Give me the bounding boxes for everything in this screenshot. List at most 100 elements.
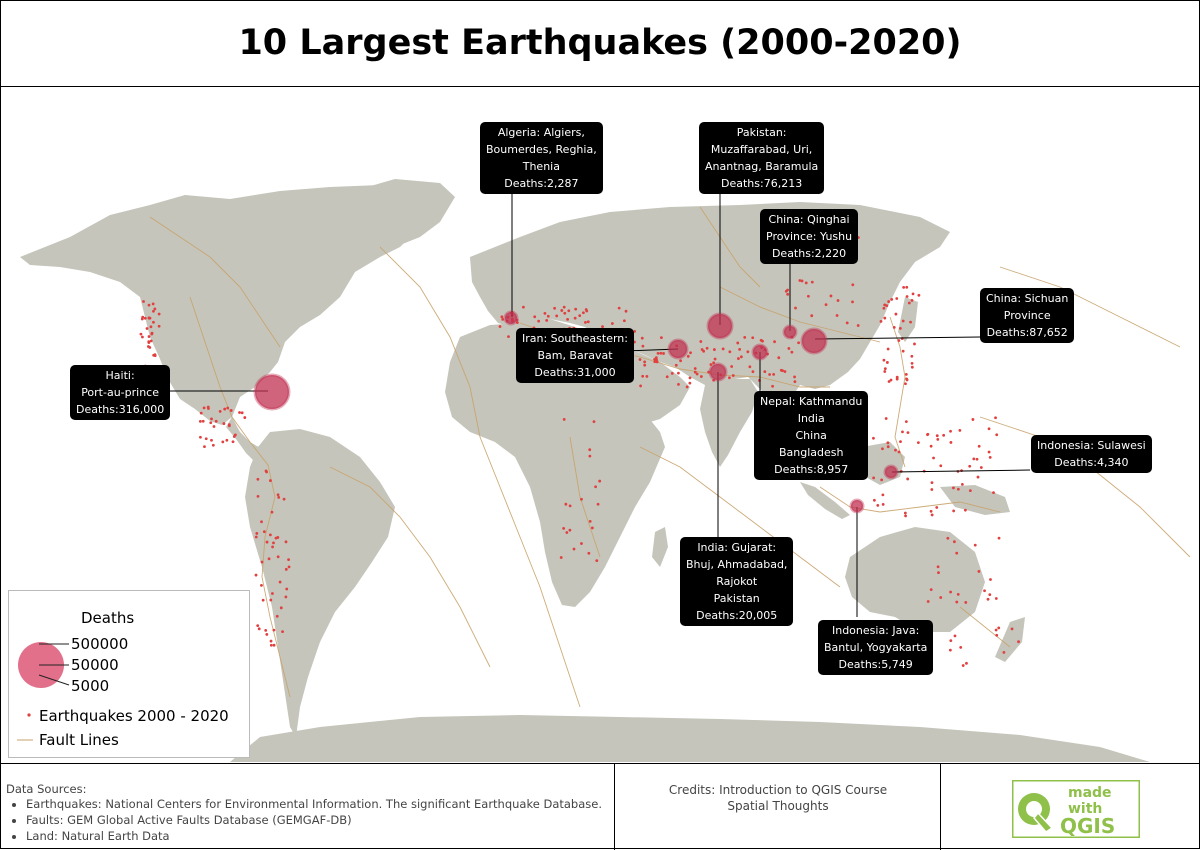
earthquake-dot (930, 488, 934, 491)
earthquake-dot (897, 339, 901, 342)
earthquake-dot (533, 315, 537, 319)
earthquake-dot (564, 502, 568, 506)
earthquake-dot (905, 285, 909, 289)
earthquake-dot (645, 374, 649, 378)
earthquake-dot (804, 281, 808, 285)
callout-china-sichuan: China: Sichuan Province Deaths:87,652 (980, 288, 1075, 343)
earthquake-dot (886, 441, 890, 445)
earthquake-dot (736, 341, 740, 345)
earthquake-dot (937, 571, 940, 575)
earthquake-dot (150, 331, 154, 335)
earthquake-dot (559, 556, 563, 559)
earthquake-dot (545, 319, 549, 322)
land-north-america (20, 185, 440, 425)
earthquake-dot (707, 370, 711, 374)
earthquake-dot (210, 417, 213, 421)
earthquake-dot (905, 378, 909, 382)
earthquake-dot (594, 485, 597, 489)
earthquake-dot (693, 367, 697, 370)
land-greenland (350, 179, 455, 245)
earthquake-dot (157, 312, 161, 316)
land-madagascar (652, 527, 668, 567)
earthquake-dot (936, 565, 940, 569)
earthquake-dot (949, 590, 952, 594)
earthquake-dot (797, 341, 801, 345)
earthquake-dot (199, 435, 202, 439)
earthquake-dot (973, 543, 977, 547)
earthquake-dot (746, 350, 750, 354)
earthquake-dot (563, 311, 567, 315)
earthquake-dot (260, 520, 263, 524)
earthquake-dot (885, 361, 889, 364)
earthquake-dot (783, 370, 787, 373)
earthquake-dot (260, 560, 264, 564)
earthquake-dot (256, 494, 260, 498)
earthquake-dot (522, 305, 525, 309)
earthquake-dot (537, 319, 541, 323)
earthquake-dot (257, 627, 261, 631)
earthquake-dot (272, 628, 276, 632)
earthquake-dot (656, 352, 660, 355)
earthquake-dot (904, 420, 908, 424)
earthquake-dot (882, 306, 886, 310)
earthquake-dot (806, 294, 810, 298)
earthquake-dot (787, 347, 791, 350)
earthquake-dot (688, 381, 692, 385)
earthquake-dot (892, 325, 896, 329)
earthquake-dot (961, 664, 965, 667)
earthquake-dot (641, 344, 645, 348)
earthquake-dot (212, 425, 216, 428)
earthquake-dot (772, 372, 776, 376)
earthquake-dot (907, 301, 911, 305)
earthquake-dot (930, 481, 934, 485)
earthquake-dot (876, 503, 880, 507)
bubble-iran (667, 338, 689, 360)
earthquake-dot (881, 502, 885, 506)
earthquake-dot (952, 486, 955, 490)
source-item: Land: Natural Earth Data (26, 828, 602, 844)
earthquake-dot (885, 304, 889, 308)
earthquake-dot (930, 513, 934, 517)
earthquake-dot (851, 300, 854, 304)
earthquake-dot (968, 489, 972, 493)
earthquake-dot (995, 433, 999, 437)
title-bar: 10 Largest Earthquakes (2000-2020) (0, 0, 1200, 87)
earthquake-dot (872, 498, 876, 502)
earthquake-dot (256, 624, 260, 627)
earthquake-dot (995, 633, 999, 637)
earthquake-dot (910, 354, 914, 358)
earthquake-dot (272, 541, 275, 545)
earthquake-dot (598, 479, 602, 483)
earthquake-dot (963, 508, 967, 512)
callout-china-qinghai: China: Qinghai Province: Yushu Deaths:2,22… (760, 209, 859, 264)
earthquake-dot (654, 356, 658, 360)
callout-nepal: Nepal: Kathmandu India China Bangladesh Deat… (754, 391, 869, 480)
earthquake-dot (206, 405, 210, 409)
earthquake-dot (929, 509, 933, 513)
earthquake-dot (972, 457, 976, 461)
earthquake-dot (793, 380, 797, 384)
earthquake-dot (573, 316, 577, 320)
earthquake-dot (881, 493, 885, 497)
earthquake-dot (959, 645, 963, 649)
earthquake-dot (670, 372, 674, 375)
earthquake-dot (218, 409, 222, 413)
earthquake-dot (939, 464, 943, 468)
map-area[interactable]: Haiti: Port-au-prince Deaths:316,000 Alger… (0, 87, 1200, 762)
earthquake-dot (578, 314, 582, 318)
legend-quake-dot (27, 713, 31, 717)
earthquake-dot (223, 407, 227, 411)
earthquake-dot (568, 528, 572, 532)
earthquake-dot (256, 477, 260, 481)
earthquake-dot (994, 416, 997, 420)
earthquake-dot (856, 324, 860, 327)
earthquake-dot (779, 368, 783, 372)
map-title: 10 Largest Earthquakes (2000-2020) (238, 23, 962, 63)
callout-indonesia-sulawesi: Indonesia: Sulawesi Deaths:4,340 (1031, 435, 1152, 473)
earthquake-dot (659, 336, 663, 340)
earthquake-dot (953, 634, 957, 638)
earthquake-dot (949, 429, 952, 433)
earthquake-dot (572, 547, 576, 551)
earthquake-dot (227, 424, 231, 428)
earthquake-dot (199, 411, 203, 415)
